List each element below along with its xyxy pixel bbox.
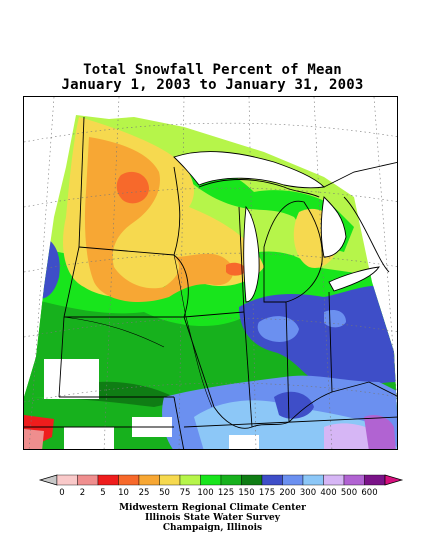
legend-label: 500 — [341, 488, 357, 498]
shade-2-5 — [24, 429, 44, 449]
legend-swatch — [282, 474, 304, 486]
legend-label: 150 — [238, 488, 254, 498]
legend-swatch — [118, 474, 140, 486]
legend: 0 2 5 10 25 50 75 100 125 150 175 200 300 400 500 600 — [38, 474, 404, 498]
no-data-patch-sw — [64, 427, 114, 449]
legend-swatch — [138, 474, 160, 486]
legend-label: 200 — [279, 488, 295, 498]
map-frame — [23, 96, 398, 450]
legend-label: 175 — [259, 488, 275, 498]
shade-10-25-sw — [226, 262, 246, 276]
legend-label: 100 — [197, 488, 213, 498]
credit-line1: Midwestern Regional Climate Center — [119, 503, 306, 513]
legend-label: 400 — [320, 488, 336, 498]
no-data-patch-west — [44, 359, 99, 399]
legend-label: 0 — [59, 488, 64, 498]
legend-label: 50 — [159, 488, 170, 498]
legend-over-arrow — [384, 474, 404, 486]
shade-200-300-a — [257, 316, 299, 342]
shade-175-200-south — [274, 391, 314, 419]
legend-swatch — [261, 474, 283, 486]
legend-swatch — [323, 474, 345, 486]
no-data-patch-se — [229, 435, 259, 449]
legend-swatch — [241, 474, 263, 486]
legend-swatch — [179, 474, 201, 486]
map-title-line1: Total Snowfall Percent of Mean — [83, 62, 342, 78]
shade-10-25 — [116, 171, 149, 204]
legend-swatch — [56, 474, 78, 486]
shade-175-200 — [239, 285, 397, 391]
shade-500-600 — [364, 415, 396, 449]
legend-label: 125 — [218, 488, 234, 498]
legend-label: 300 — [300, 488, 316, 498]
legend-label: 600 — [361, 488, 377, 498]
state-borders — [24, 116, 397, 449]
legend-swatch — [302, 474, 324, 486]
legend-label: 5 — [100, 488, 105, 498]
legend-swatch — [343, 474, 365, 486]
map-title-line2: January 1, 2003 to January 31, 2003 — [61, 77, 364, 93]
legend-label: 25 — [139, 488, 150, 498]
legend-swatch — [364, 474, 386, 486]
legend-swatch — [97, 474, 119, 486]
credit-line2: Illinois State Water Survey — [144, 513, 281, 523]
legend-swatch — [77, 474, 99, 486]
legend-under-arrow — [38, 474, 58, 486]
legend-label: 10 — [118, 488, 129, 498]
legend-swatch — [200, 474, 222, 486]
legend-label: 75 — [180, 488, 191, 498]
legend-label: 2 — [80, 488, 85, 498]
snowfall-map — [24, 97, 397, 449]
credit-line3: Champaign, Illinois — [162, 523, 263, 533]
legend-swatch — [220, 474, 242, 486]
legend-swatch — [159, 474, 181, 486]
